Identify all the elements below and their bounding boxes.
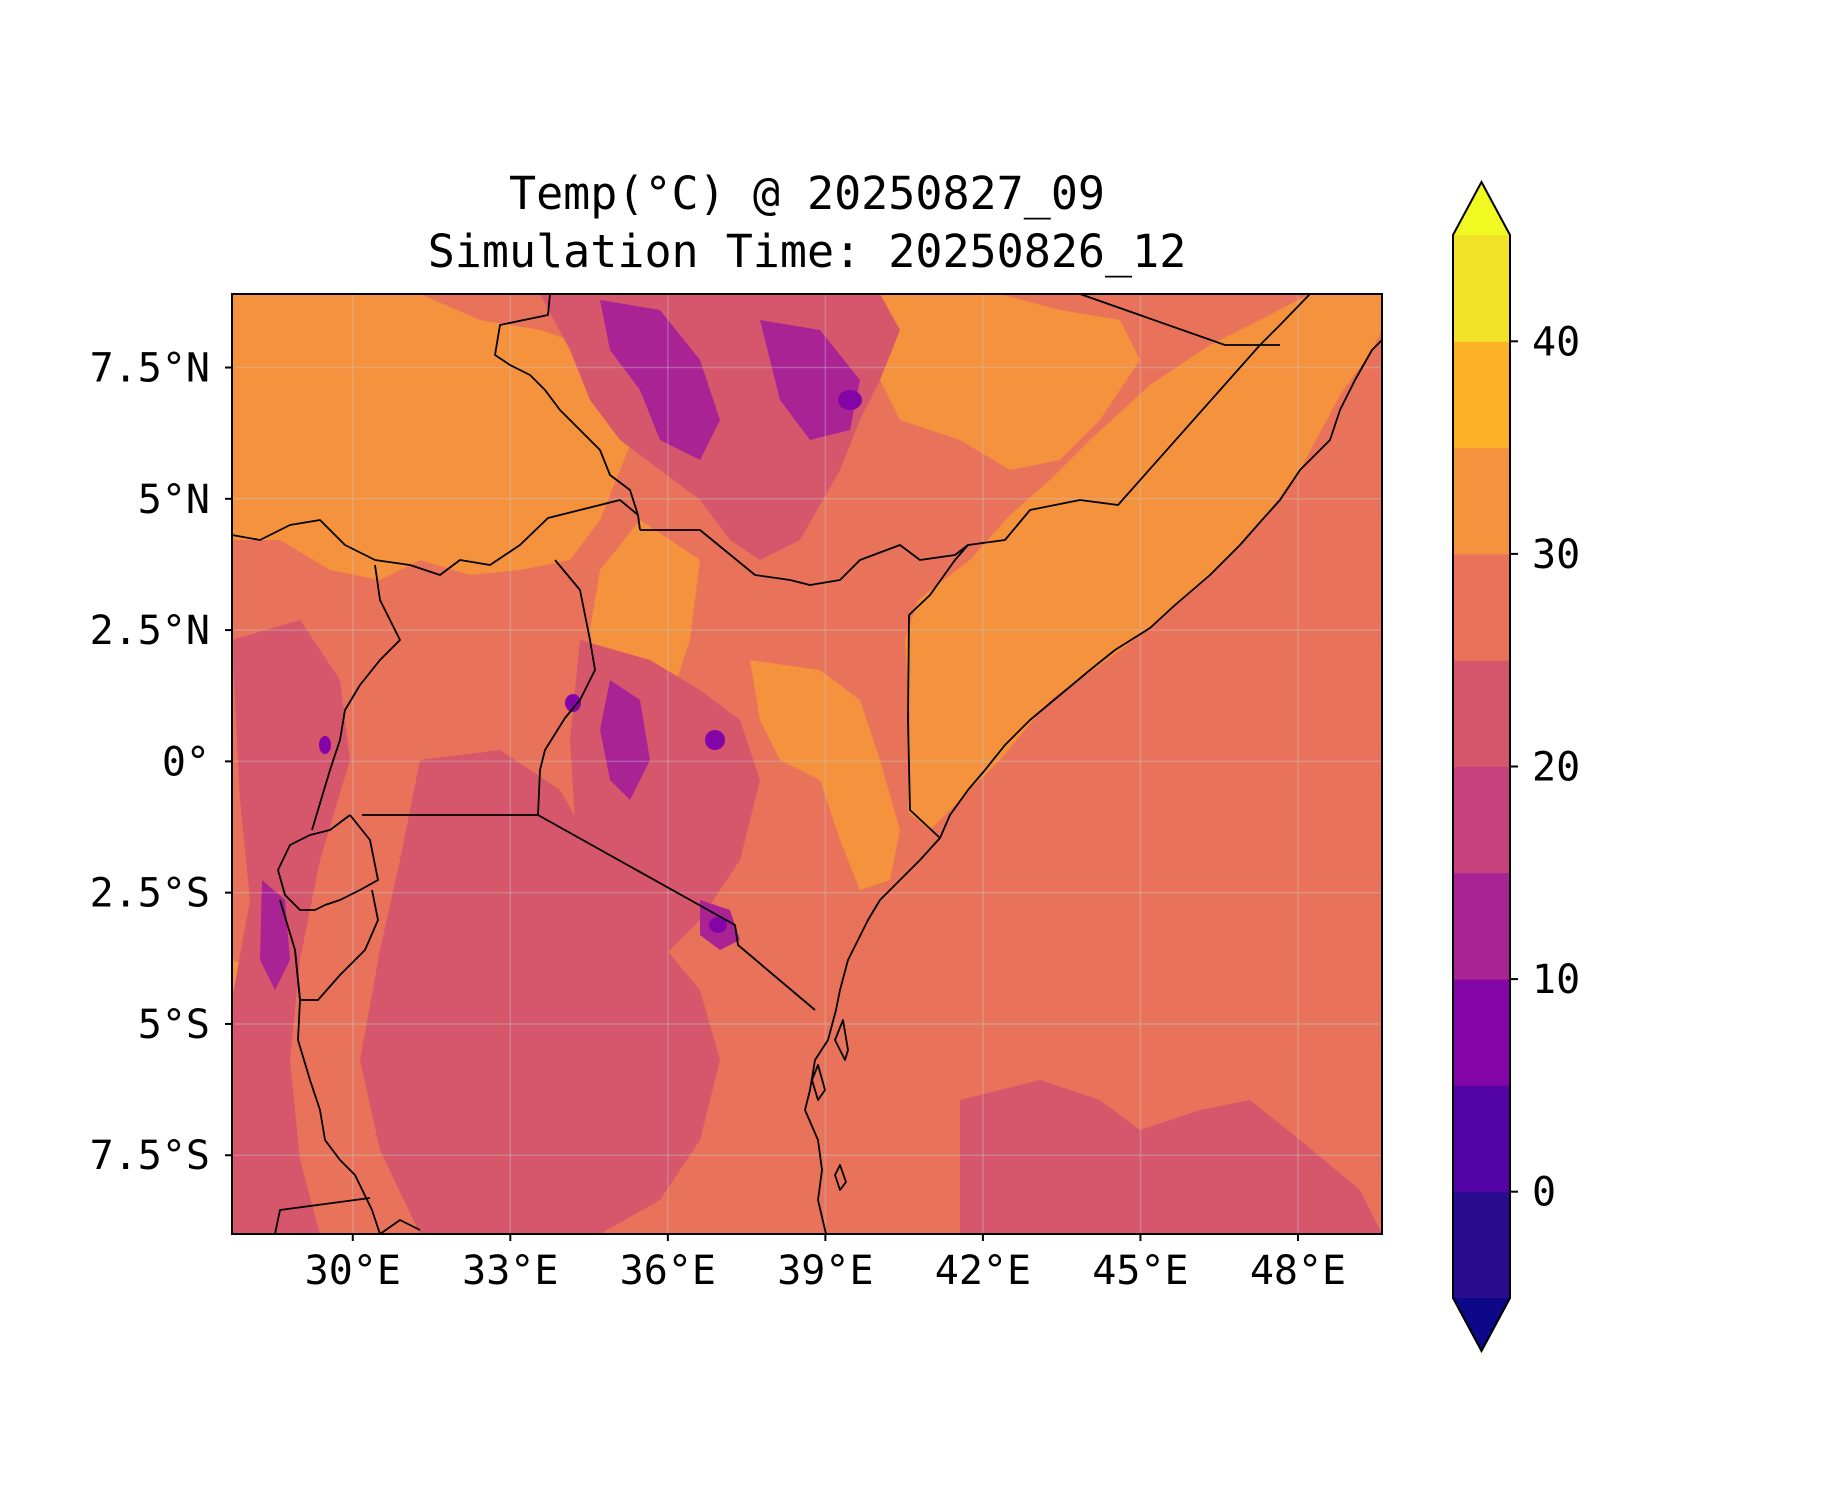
cold-dot-elgon (565, 694, 581, 712)
border-uganda-sudan (232, 499, 639, 576)
colorbar-outline (1452, 179, 1511, 1354)
warm-zone-somalia-coast (905, 294, 1382, 830)
cold-spot-kenya (600, 680, 650, 800)
x-tick-label: 30°E (305, 1248, 401, 1294)
x-tick-label: 39°E (777, 1248, 873, 1294)
temperature-zone-15-20 (260, 300, 860, 990)
colorbar-segment (1453, 660, 1510, 767)
colorbar-tick-label: 40 (1532, 319, 1580, 365)
colorbar-segment (1453, 341, 1510, 449)
x-tick-label: 33°E (462, 1248, 558, 1294)
y-tick-label: 0° (162, 739, 210, 785)
gridlines (232, 294, 1382, 1234)
colorbar-segment (1453, 553, 1510, 661)
colorbar-tick-label: 10 (1532, 957, 1580, 1003)
x-tick-label: 36°E (620, 1248, 716, 1294)
colorbar-tick-label: 0 (1532, 1170, 1556, 1216)
coast-mafia (834, 1164, 847, 1191)
border-rwanda-burundi (277, 814, 379, 911)
warm-zone-east-kenya (750, 660, 900, 890)
colorbar-segment (1453, 766, 1510, 874)
border-uganda-kenya (537, 559, 596, 816)
colorbar-segment (1453, 1191, 1510, 1299)
x-tick-label: 42°E (935, 1248, 1031, 1294)
border-zambia-tanzania (274, 1197, 371, 1234)
colorbar-segment (1453, 1085, 1510, 1193)
cold-dot-bale (705, 730, 725, 750)
cool-zone-tanzania (360, 750, 720, 1234)
colorbar: 0 10 20 30 40 (1452, 179, 1580, 1354)
colorbar-segment (1453, 235, 1510, 342)
border-south-sudan-ethiopia (494, 294, 641, 531)
cold-spot-ethiopia-2 (760, 320, 860, 440)
colorbar-tick-label: 20 (1532, 745, 1580, 791)
x-axis: 30°E 33°E 36°E 39°E 42°E 45°E 48°E (305, 1234, 1346, 1294)
border-ethiopia-somalia (1079, 294, 1280, 346)
chart-title: Temp(°C) @ 20250827_09 (508, 167, 1106, 220)
warm-zone-north-east (860, 294, 1140, 470)
border-kenya-somalia (907, 294, 1311, 839)
y-tick-label: 5°S (138, 1002, 210, 1048)
x-tick-label: 48°E (1250, 1248, 1346, 1294)
warm-zone-north (232, 294, 640, 580)
colorbar-under-arrow (1453, 1298, 1510, 1351)
colorbar-tick-label: 30 (1532, 532, 1580, 578)
cool-zone-west-rift (232, 620, 350, 1234)
y-tick-label: 5°N (138, 477, 210, 523)
colorbar-segment (1453, 872, 1510, 980)
coastline-east-africa (804, 339, 1382, 1234)
y-tick-label: 7.5°N (90, 346, 210, 392)
cold-spot-ethiopia-1 (600, 300, 720, 460)
border-tanzania-north (362, 814, 816, 1011)
colorbar-over-arrow (1453, 182, 1510, 235)
y-tick-label: 2.5°S (90, 871, 210, 917)
temperature-zone-5-15 (319, 390, 862, 933)
cold-dot-virunga (319, 736, 331, 754)
border-uganda-drc (311, 564, 401, 831)
map-frame (231, 293, 1383, 1235)
y-tick-label: 2.5°N (90, 608, 210, 654)
cool-zone-southeast (960, 1080, 1382, 1234)
cold-dot-simien (838, 390, 862, 410)
coast-zanzibar (834, 1019, 849, 1061)
border-malawi-tanzania (379, 1219, 421, 1234)
y-axis: 7.5°N 5°N 2.5°N 0° 2.5°S 5°S 7.5°S (90, 346, 232, 1179)
border-lake-tanganyika (294, 949, 381, 1234)
coast-pemba (811, 1064, 826, 1101)
border-ethiopia-kenya (640, 529, 969, 586)
country-borders (232, 294, 1382, 1234)
colorbar-segment (1453, 447, 1510, 555)
chart-subtitle: Simulation Time: 20250826_12 (427, 225, 1187, 278)
colorbar-segment (1453, 979, 1510, 1086)
temperature-map (232, 294, 1382, 1234)
cold-dot-mt-kenya (709, 917, 727, 933)
y-tick-label: 7.5°S (90, 1133, 210, 1179)
x-tick-label: 45°E (1092, 1248, 1188, 1294)
